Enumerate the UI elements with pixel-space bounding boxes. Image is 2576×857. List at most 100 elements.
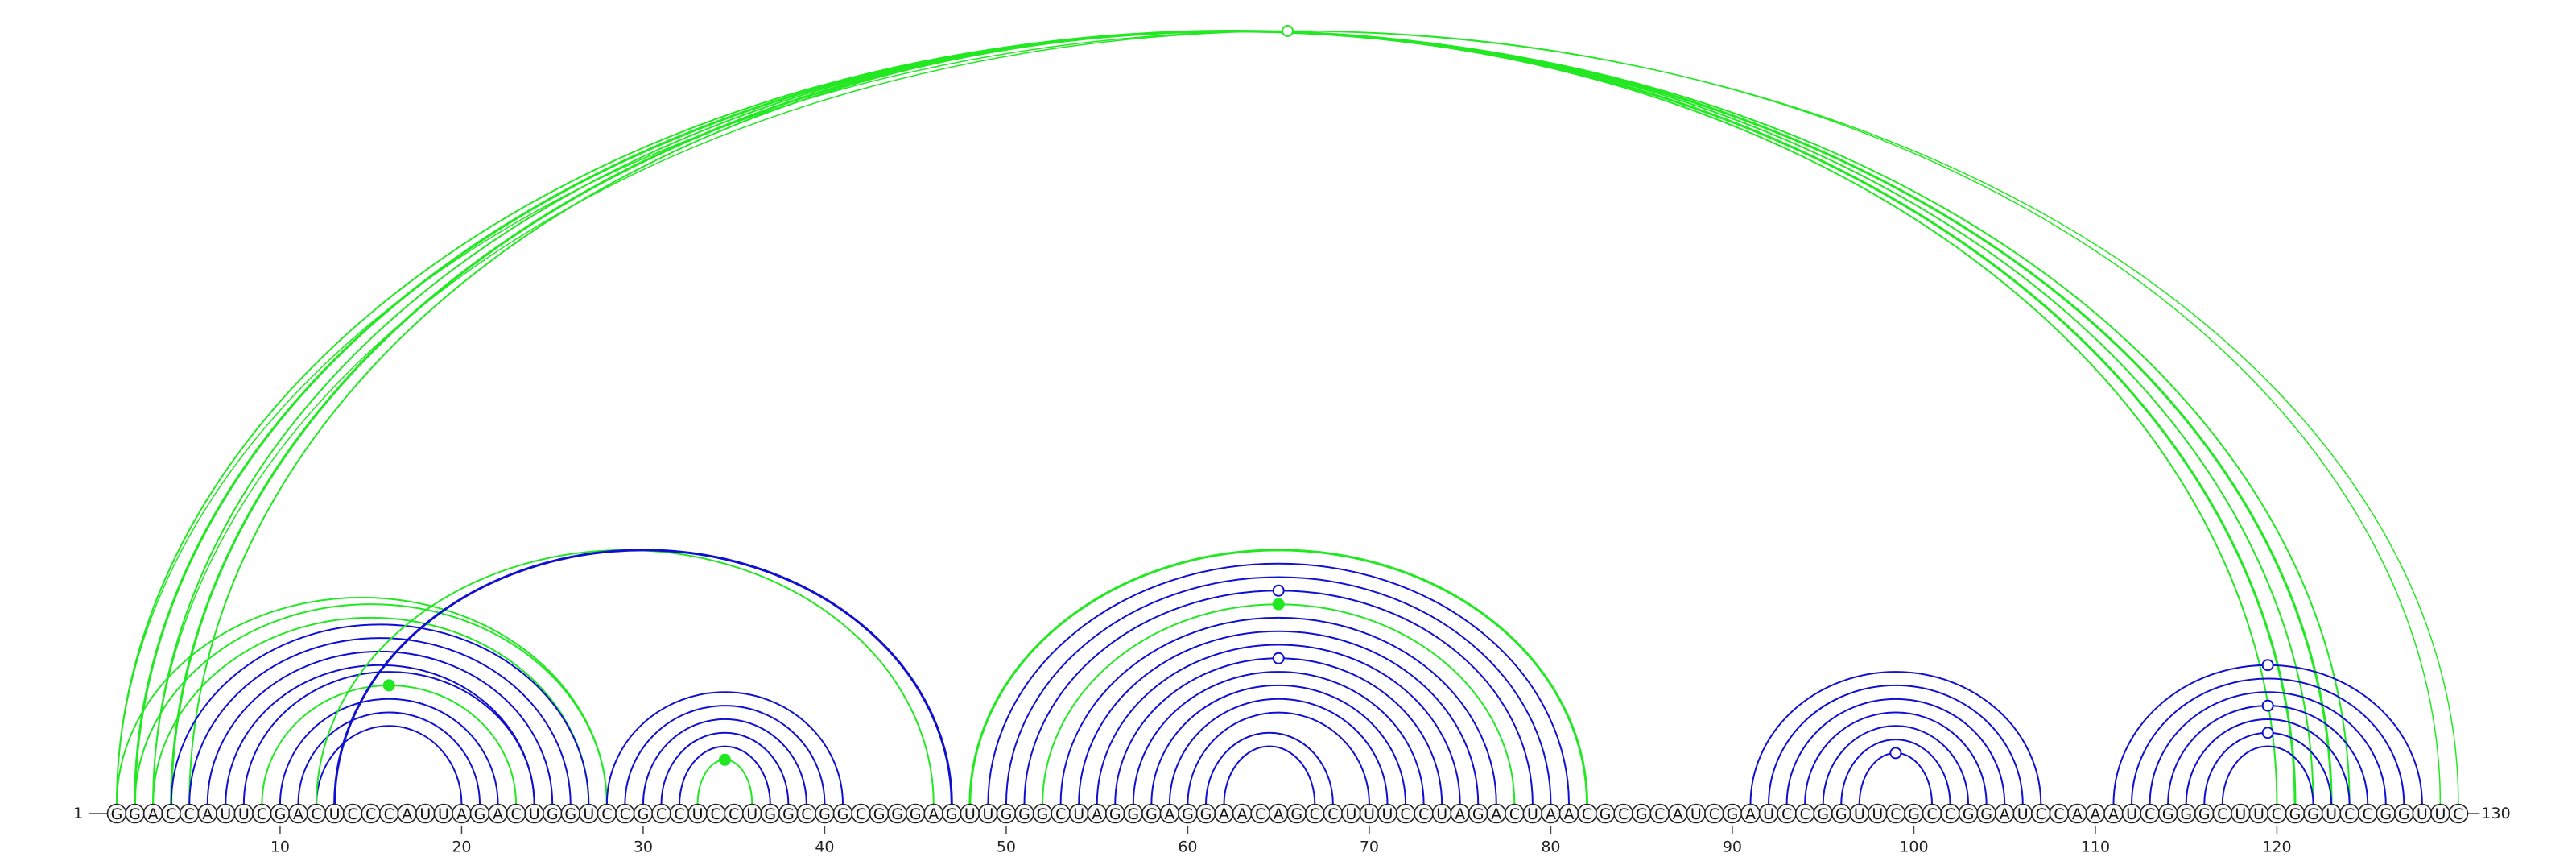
nucleotide-letter: G	[1127, 805, 1139, 823]
arc-marker	[382, 679, 395, 692]
nucleotide-letter: G	[1835, 805, 1847, 823]
base-pair-arc	[624, 705, 826, 805]
nucleotide-letter: G	[1963, 805, 1975, 823]
nucleotide-letter: U	[329, 805, 341, 823]
base-pair-arc	[2185, 718, 2351, 805]
base-pair-arc	[116, 30, 2459, 805]
nucleotide-letter: C	[620, 805, 630, 823]
tick-label: 90	[1723, 838, 1742, 856]
arc-marker	[2261, 699, 2274, 712]
base-pair-arc	[1205, 731, 1334, 805]
nucleotide-letter: G	[2289, 805, 2301, 823]
nucleotide-letter: G	[1200, 805, 1212, 823]
nucleotide-letter: A	[2108, 805, 2119, 823]
nucleotide-letter: U	[1345, 805, 1356, 823]
base-pair-arc	[1042, 603, 1516, 805]
nucleotide-letter: A	[2072, 805, 2083, 823]
nucleotide-letter: U	[2434, 805, 2446, 823]
nucleotide-letter: G	[1182, 805, 1194, 823]
nucleotide-letter: U	[1382, 805, 1393, 823]
nucleotide-letter: C	[1310, 805, 1320, 823]
nucleotide-letter: G	[1636, 805, 1648, 823]
nucleotide-letter: C	[1945, 805, 1955, 823]
base-pair-arc	[189, 31, 2277, 805]
nucleotide-letter: A	[1455, 805, 1465, 823]
nucleotide-letter: A	[402, 805, 412, 823]
nucleotide-letter: G	[474, 805, 486, 823]
nucleotide-letter: G	[891, 805, 903, 823]
nucleotide-letter: C	[2344, 805, 2355, 823]
base-pair-arc	[333, 549, 953, 805]
nucleotide-circle	[2448, 803, 2469, 824]
nucleotide-letter: U	[2417, 805, 2428, 823]
arc-marker	[1281, 25, 1294, 37]
nucleotide-letter: G	[1001, 805, 1013, 823]
nucleotide-letter: U	[1690, 805, 1702, 823]
tick-label: 20	[452, 838, 471, 856]
nucleotide-letter: A	[293, 805, 303, 823]
nucleotide-letter: C	[384, 805, 394, 823]
nucleotide-letter: U	[2017, 805, 2029, 823]
base-pair-arcs	[116, 30, 2459, 805]
nucleotide-letter: G	[2180, 805, 2192, 823]
arc-markers	[382, 25, 2274, 766]
nucleotide-letter: C	[365, 805, 376, 823]
arc-marker	[718, 753, 731, 766]
nucleotide-letter: A	[1546, 805, 1556, 823]
nucleotide-letter: C	[1618, 805, 1629, 823]
base-pair-arc	[605, 691, 844, 805]
arc-marker	[1889, 747, 1902, 760]
base-pair-arc	[116, 30, 2351, 805]
base-pair-arc	[1150, 684, 1407, 805]
nucleotide-letter: A	[2090, 805, 2100, 823]
base-pair-arc	[152, 30, 2442, 805]
nucleotide-letter: C	[1255, 805, 1265, 823]
base-pair-arc	[1096, 644, 1461, 805]
nucleotide-letter: A	[148, 805, 159, 823]
nucleotide-letter: G	[1037, 805, 1049, 823]
nucleotide-letter: G	[910, 805, 922, 823]
base-pair-arc	[171, 31, 2295, 805]
tick-label: 110	[2081, 838, 2110, 856]
nucleotide-letter: U	[1436, 805, 1447, 823]
base-pair-arc	[968, 549, 1589, 805]
nucleotide-letter: C	[1890, 805, 1901, 823]
tick-label: 80	[1541, 838, 1560, 856]
base-pair-arc	[1223, 745, 1316, 805]
arc-marker	[1272, 598, 1285, 611]
nucleotide-letter: G	[782, 805, 795, 823]
nucleotide-letter: U	[583, 805, 594, 823]
nucleotide-letter: G	[1908, 805, 1920, 823]
nucleotide-letter: U	[2253, 805, 2264, 823]
arc-marker	[2261, 659, 2274, 672]
base-pair-arc	[1005, 576, 1552, 805]
base-pair-arc	[1132, 671, 1425, 805]
base-pair-arc	[1749, 671, 2042, 805]
nucleotide-letter: C	[856, 805, 866, 823]
base-pair-arc	[987, 562, 1570, 805]
tick-label: 100	[1899, 838, 1928, 856]
nucleotide-letter: C	[1327, 805, 1338, 823]
tick-label: 10	[270, 838, 290, 856]
nucleotide-letter: G	[946, 805, 958, 823]
tick-label: 120	[2262, 838, 2291, 856]
tick-label: 70	[1360, 838, 1379, 856]
base-pair-arc	[2149, 691, 2387, 805]
nucleotide-letter: U	[220, 805, 231, 823]
base-pair-arc	[1840, 739, 1951, 805]
nucleotide-letter: U	[692, 805, 704, 823]
nucleotide-letter: C	[1654, 805, 1665, 823]
nucleotide-letter: C	[257, 805, 267, 823]
nucleotide-letter: A	[1564, 805, 1575, 823]
nucleotide-letter: A	[2000, 805, 2010, 823]
nucleotide-letter: G	[638, 805, 650, 823]
base-pair-arc	[1804, 711, 1988, 805]
nucleotide-letter: G	[275, 805, 287, 823]
nucleotide-letter: G	[1817, 805, 1829, 823]
nucleotide-letter: G	[1290, 805, 1302, 823]
nucleotide-letter: C	[2145, 805, 2155, 823]
base-pair-arc	[1822, 725, 1970, 805]
nucleotide-letter: C	[729, 805, 739, 823]
